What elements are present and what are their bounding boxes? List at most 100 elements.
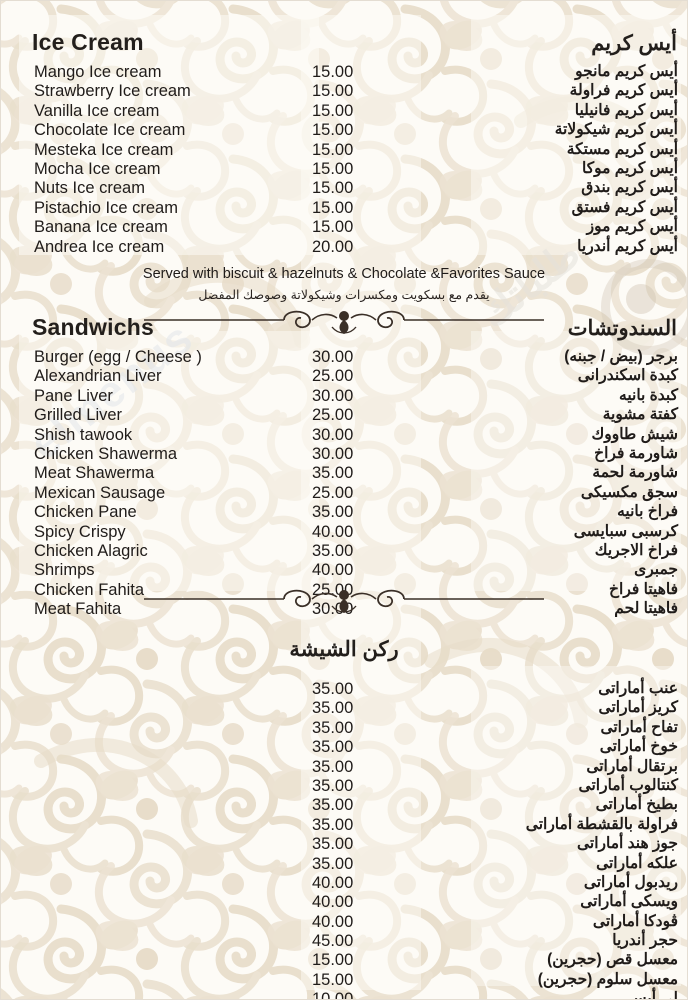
shisha-item-row: 35.00 كريز أماراتى bbox=[1, 699, 687, 718]
section-title-shisha: ركن الشيشة bbox=[289, 638, 399, 661]
item-name-ar: فراخ بانيه bbox=[617, 503, 678, 521]
item-name-ar: كرسبى سبايسى bbox=[573, 522, 678, 540]
item-name-ar: ڤودكا أماراتى bbox=[592, 912, 678, 930]
item-name-en: Banana Ice cream bbox=[34, 218, 168, 237]
item-name-ar: فراولة بالقشطة أماراتى bbox=[525, 815, 678, 833]
item-list-ice-cream: Mango Ice cream 15.00 أيس كريم مانجو Strawb… bbox=[1, 63, 687, 257]
item-name-ar: أيس كريم مانجو bbox=[575, 63, 678, 80]
menu-item-row: Banana Ice cream 15.00 أيس كريم موز bbox=[1, 218, 687, 237]
section-title-en: Sandwichs bbox=[32, 314, 154, 340]
section-header-ice-cream: Ice Cream أيس كريم bbox=[1, 29, 687, 63]
item-name-ar: كفتة مشوية bbox=[602, 406, 678, 424]
item-price: 35.00 bbox=[312, 835, 354, 854]
menu-item-row: Mexican Sausage 25.00 سجق مكسيكى bbox=[1, 484, 687, 503]
item-name-ar: كنتالوب أماراتى bbox=[578, 776, 678, 794]
shisha-item-row: 35.00 بطيخ أماراتى bbox=[1, 796, 687, 815]
item-price: 15.00 bbox=[312, 101, 354, 120]
menu-item-row: Burger (egg / Cheese ) 30.00 برجر (بيض / ج… bbox=[1, 348, 687, 367]
section-title-en: Ice Cream bbox=[32, 29, 144, 55]
menu-item-row: Grilled Liver 25.00 كفتة مشوية bbox=[1, 406, 687, 425]
item-name-en: Shish tawook bbox=[34, 425, 133, 444]
item-list-sandwichs: Burger (egg / Cheese ) 30.00 برجر (بيض / ج… bbox=[1, 348, 687, 619]
item-price: 15.00 bbox=[312, 198, 354, 217]
section-title-ar: أيس كريم bbox=[591, 32, 677, 55]
menu-item-row: Shish tawook 30.00 شيش طاووك bbox=[1, 426, 687, 445]
shisha-item-row: 35.00 كنتالوب أماراتى bbox=[1, 777, 687, 796]
item-name-ar: تفاح أماراتى bbox=[600, 718, 678, 736]
menu-item-row: Mango Ice cream 15.00 أيس كريم مانجو bbox=[1, 63, 687, 82]
item-name-ar: جمبرى bbox=[634, 561, 678, 579]
item-price: 30.00 bbox=[312, 425, 354, 444]
item-name-en: Andrea Ice cream bbox=[34, 237, 165, 256]
item-name-ar: عنب أماراتى bbox=[598, 680, 678, 697]
item-price: 30.00 bbox=[312, 386, 354, 405]
item-name-ar: فاهيتا لحم bbox=[614, 600, 678, 618]
menu-item-row: Pistachio Ice cream 15.00 أيس كريم فستق bbox=[1, 199, 687, 218]
item-price: 15.00 bbox=[312, 159, 354, 178]
shisha-item-row: 35.00 خوخ أماراتى bbox=[1, 738, 687, 757]
item-name-ar: لى أيس bbox=[627, 990, 678, 1000]
shisha-item-row: 40.00 ويسكى أماراتى bbox=[1, 893, 687, 912]
item-name-en: Meat Fahita bbox=[34, 600, 122, 619]
item-name-ar: شيش طاووك bbox=[591, 425, 678, 443]
shisha-item-row: 10.00 لى أيس bbox=[1, 990, 687, 1000]
shisha-item-row: 35.00 عنب أماراتى bbox=[1, 680, 687, 699]
item-price: 45.00 bbox=[312, 932, 354, 951]
item-name-ar: شاورمة لحمة bbox=[592, 464, 678, 482]
item-price: 20.00 bbox=[312, 237, 354, 256]
item-name-en: Chicken Alagric bbox=[34, 541, 148, 560]
watermark-circle-logo bbox=[601, 259, 687, 355]
item-name-en: Alexandrian Liver bbox=[34, 367, 162, 386]
item-name-ar: أيس كريم مستكة bbox=[566, 140, 678, 158]
item-price: 35.00 bbox=[312, 796, 354, 815]
item-name-ar: معسل قص (حجرين) bbox=[547, 951, 678, 969]
shisha-item-row: 40.00 ريدبول أماراتى bbox=[1, 874, 687, 893]
shisha-item-row: 15.00 معسل سلوم (حجرين) bbox=[1, 971, 687, 990]
item-name-en: Chicken Shawerma bbox=[34, 444, 178, 463]
item-name-en: Burger (egg / Cheese ) bbox=[34, 348, 202, 366]
item-name-ar: بطيخ أماراتى bbox=[595, 796, 678, 814]
item-name-ar: سجق مكسيكى bbox=[580, 483, 678, 501]
item-name-en: Spicy Crispy bbox=[34, 522, 126, 541]
menu-item-row: Andrea Ice cream 20.00 أيس كريم أندريا bbox=[1, 238, 687, 257]
item-price: 15.00 bbox=[312, 970, 354, 989]
item-price: 35.00 bbox=[312, 503, 354, 522]
item-price: 15.00 bbox=[312, 121, 354, 140]
item-name-en: Mexican Sausage bbox=[34, 483, 166, 502]
item-price: 15.00 bbox=[312, 218, 354, 237]
section-header-sandwichs: Sandwichs السندوتشات bbox=[1, 314, 687, 348]
item-name-ar: ويسكى أماراتى bbox=[580, 893, 678, 911]
item-name-ar: أيس كريم موز bbox=[586, 218, 678, 236]
item-price: 35.00 bbox=[312, 757, 354, 776]
shisha-item-row: 40.00 ڤودكا أماراتى bbox=[1, 913, 687, 932]
menu-item-row: Nuts Ice cream 15.00 أيس كريم بندق bbox=[1, 179, 687, 198]
item-name-en: Grilled Liver bbox=[34, 406, 123, 425]
item-name-ar: كبدة بانيه bbox=[619, 386, 678, 404]
menu-item-row: Chicken Alagric 35.00 فراخ الاجريك bbox=[1, 542, 687, 561]
item-name-ar: معسل سلوم (حجرين) bbox=[537, 970, 678, 988]
item-price: 25.00 bbox=[312, 483, 354, 502]
menu-item-row: Mesteka Ice cream 15.00 أيس كريم مستكة bbox=[1, 141, 687, 160]
shisha-item-row: 35.00 فراولة بالقشطة أماراتى bbox=[1, 816, 687, 835]
item-name-ar: برجر (بيض / جبنه) bbox=[564, 348, 678, 365]
item-name-ar: أيس كريم موكا bbox=[582, 159, 678, 177]
item-name-ar: ريدبول أماراتى bbox=[583, 873, 678, 891]
ice-cream-note-en: Served with biscuit & hazelnuts & Chocol… bbox=[142, 266, 546, 282]
menu-item-row: Meat Fahita 30.00 فاهيتا لحم bbox=[1, 600, 687, 619]
item-price: 35.00 bbox=[312, 680, 354, 698]
menu-item-row: Meat Shawerma 35.00 شاورمة لحمة bbox=[1, 464, 687, 483]
shisha-item-row: 15.00 معسل قص (حجرين) bbox=[1, 951, 687, 970]
item-name-ar: علكه أماراتى bbox=[596, 854, 678, 872]
section-ice-cream: Ice Cream أيس كريم Mango Ice cream 15.00 أ… bbox=[1, 29, 687, 334]
item-price: 40.00 bbox=[312, 912, 354, 931]
item-price: 10.00 bbox=[312, 990, 354, 1000]
item-name-ar: جوز هند أماراتى bbox=[576, 835, 678, 853]
item-name-ar: أيس كريم فانيليا bbox=[574, 101, 678, 119]
item-name-ar: أيس كريم شيكولاتة bbox=[554, 121, 678, 139]
item-name-ar: أيس كريم بندق bbox=[581, 179, 678, 197]
section-sandwichs: Sandwichs السندوتشات Burger (egg / Chees… bbox=[1, 314, 687, 619]
item-price: 15.00 bbox=[312, 951, 354, 970]
divider-ornament-1 bbox=[1, 307, 687, 337]
menu-item-row: Pane Liver 30.00 كبدة بانيه bbox=[1, 387, 687, 406]
